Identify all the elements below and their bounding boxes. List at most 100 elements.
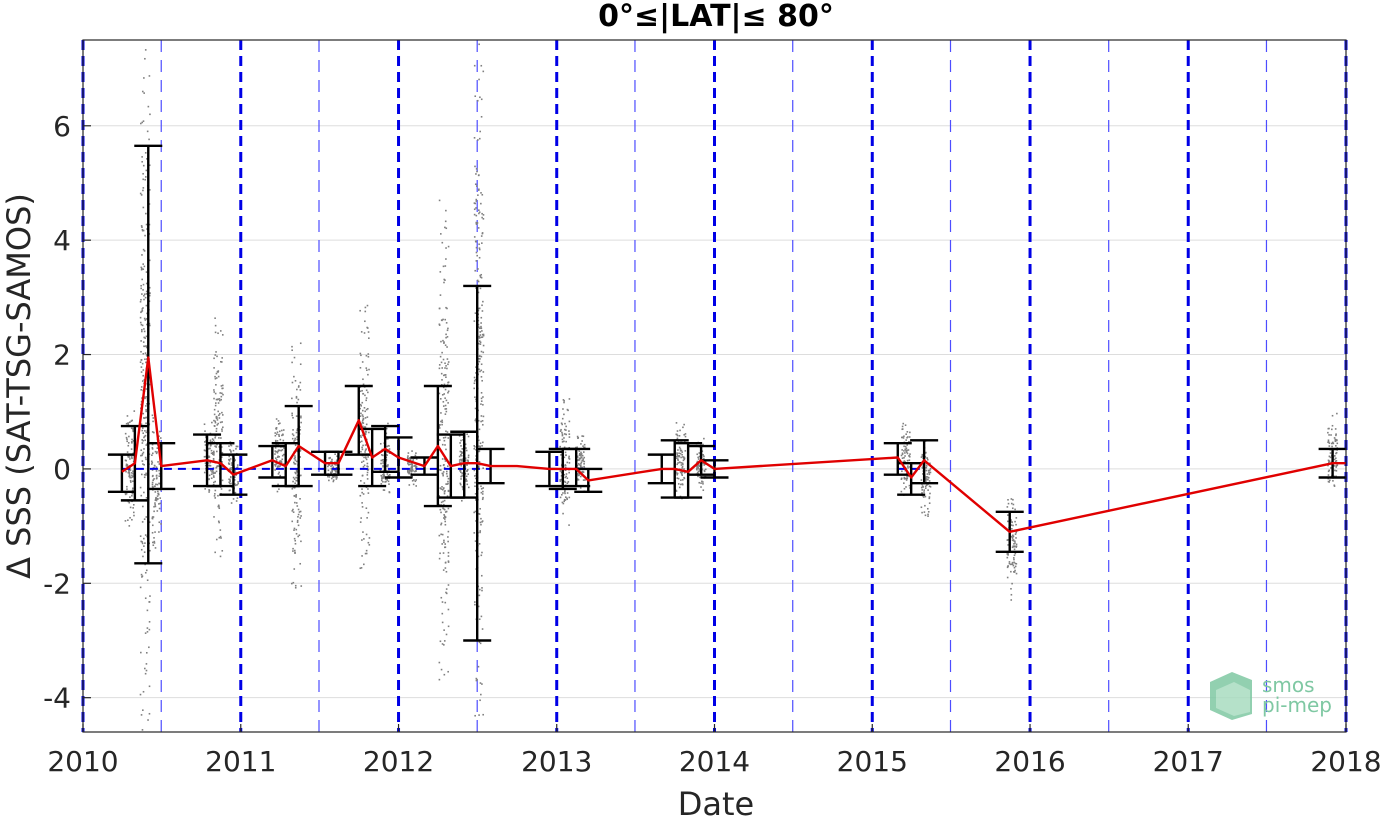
raw-point — [368, 544, 371, 546]
raw-point — [579, 466, 582, 468]
raw-point — [367, 541, 370, 544]
raw-point — [329, 457, 331, 459]
raw-point — [300, 540, 302, 543]
raw-point — [146, 631, 149, 633]
raw-point — [478, 335, 481, 338]
raw-point — [443, 492, 446, 495]
raw-point — [140, 340, 142, 342]
raw-point — [442, 488, 444, 491]
raw-point — [360, 354, 362, 357]
raw-point — [145, 271, 148, 273]
raw-point — [283, 447, 285, 449]
raw-point — [142, 374, 145, 377]
raw-point — [215, 416, 218, 418]
raw-point — [564, 464, 567, 466]
raw-point — [922, 496, 925, 498]
raw-point — [411, 450, 413, 452]
raw-point — [445, 633, 448, 636]
raw-point — [900, 478, 903, 481]
raw-point — [213, 495, 216, 497]
raw-point — [144, 178, 146, 181]
raw-point — [560, 422, 563, 425]
raw-point — [215, 417, 218, 420]
raw-point — [368, 368, 370, 371]
raw-point — [143, 328, 145, 330]
raw-point — [236, 466, 239, 468]
raw-point — [480, 276, 483, 279]
raw-point — [474, 269, 477, 272]
raw-point — [229, 458, 232, 460]
raw-point — [294, 584, 297, 587]
raw-point — [295, 496, 297, 498]
raw-point — [212, 453, 215, 456]
raw-point — [440, 361, 443, 364]
raw-point — [929, 471, 932, 474]
raw-point — [363, 464, 366, 467]
raw-point — [683, 457, 686, 459]
raw-point — [479, 682, 482, 684]
raw-point — [148, 712, 151, 715]
raw-point — [479, 343, 482, 345]
raw-point — [684, 435, 687, 438]
raw-point — [908, 484, 911, 487]
raw-point — [473, 320, 476, 322]
raw-point — [228, 468, 231, 470]
raw-point — [1014, 533, 1017, 535]
raw-point — [445, 227, 448, 230]
raw-point — [293, 487, 296, 489]
raw-point — [475, 448, 477, 451]
raw-point — [563, 440, 565, 443]
raw-point — [360, 423, 363, 425]
raw-point — [360, 480, 362, 482]
raw-point — [902, 422, 905, 425]
raw-point — [478, 137, 481, 140]
raw-point — [368, 337, 370, 339]
raw-point — [234, 459, 236, 461]
raw-point — [156, 451, 158, 453]
raw-point — [361, 461, 363, 464]
raw-point — [365, 549, 368, 552]
raw-point — [567, 409, 569, 412]
raw-point — [204, 440, 206, 443]
raw-point — [281, 434, 283, 437]
raw-point — [446, 470, 448, 473]
raw-point — [145, 408, 147, 411]
raw-point — [152, 420, 154, 423]
raw-point — [365, 431, 368, 433]
raw-point — [438, 678, 441, 681]
raw-point — [414, 480, 417, 483]
raw-point — [145, 335, 148, 338]
raw-point — [144, 456, 147, 459]
raw-point — [145, 472, 147, 475]
raw-point — [129, 496, 131, 498]
raw-point — [583, 460, 586, 463]
raw-point — [220, 385, 223, 387]
raw-point — [1006, 566, 1009, 569]
raw-point — [298, 534, 301, 537]
raw-point — [142, 189, 144, 192]
raw-point — [443, 673, 446, 676]
raw-point — [145, 290, 148, 293]
raw-point — [563, 473, 566, 476]
raw-point — [479, 340, 481, 343]
raw-point — [407, 455, 409, 457]
raw-point — [132, 430, 134, 433]
raw-point — [678, 486, 681, 489]
raw-point — [578, 459, 581, 461]
raw-point — [295, 528, 298, 531]
raw-point — [921, 489, 924, 491]
raw-point — [292, 508, 294, 511]
raw-point — [447, 327, 449, 330]
raw-point — [155, 483, 157, 486]
raw-point — [386, 454, 388, 456]
raw-point — [703, 470, 706, 473]
raw-point — [677, 462, 679, 464]
raw-point — [562, 492, 564, 494]
raw-point — [215, 377, 218, 379]
raw-point — [474, 601, 476, 603]
raw-point — [131, 438, 133, 441]
raw-point — [561, 493, 563, 496]
raw-point — [218, 507, 221, 510]
raw-point — [381, 459, 384, 461]
raw-point — [214, 354, 217, 356]
